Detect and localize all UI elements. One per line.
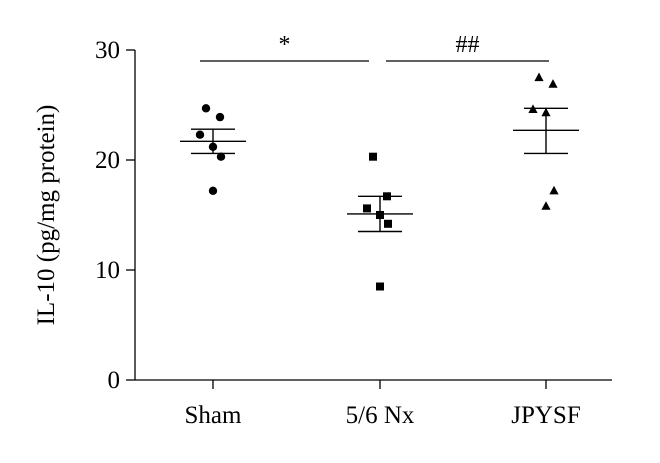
significance-label: ## [456,32,480,58]
x-tick-label: JPYSF [511,402,581,429]
y-tick-label: 10 [95,257,120,284]
y-axis-title: IL-10 (pg/mg protein) [33,105,60,326]
x-axis: Sham 5/6 Nx JPYSF [135,379,612,429]
data-point-square [384,219,392,228]
data-point-circle [195,130,205,139]
x-tick-label: Sham [185,402,243,429]
y-tick-label: 30 [95,37,120,64]
y-tick-label: 0 [108,367,121,394]
x-ticks: Sham 5/6 Nx JPYSF [185,380,581,429]
data-point-square [369,152,377,161]
data-point-square [376,282,384,291]
y-tick-label: 20 [95,147,120,174]
group-5-6-nx [347,152,413,291]
significance-annotations: * ## [200,32,549,62]
significance-label: * [279,32,291,58]
data-point-circle [208,142,218,151]
data-point-circle [215,112,225,122]
data-point-triangle [541,201,551,210]
data-point-circle [216,152,226,161]
data-point-triangle [528,104,538,113]
data-point-triangle [548,79,558,88]
x-tick-label: 5/6 Nx [346,402,415,429]
data-point-circle [201,104,211,113]
data-point-square [363,204,371,213]
data-point-square [383,192,391,201]
data-point-triangle [534,72,544,82]
data-point-square [376,211,384,219]
data-groups [180,72,579,291]
group-sham [180,104,246,195]
group-jpysf [513,72,579,210]
data-point-triangle [541,107,551,117]
data-point-triangle [549,185,559,195]
y-axis: 0 10 20 30 IL-10 (pg/mg protein) [33,37,136,394]
y-ticks: 0 10 20 30 [95,37,135,394]
data-point-circle [208,186,218,195]
